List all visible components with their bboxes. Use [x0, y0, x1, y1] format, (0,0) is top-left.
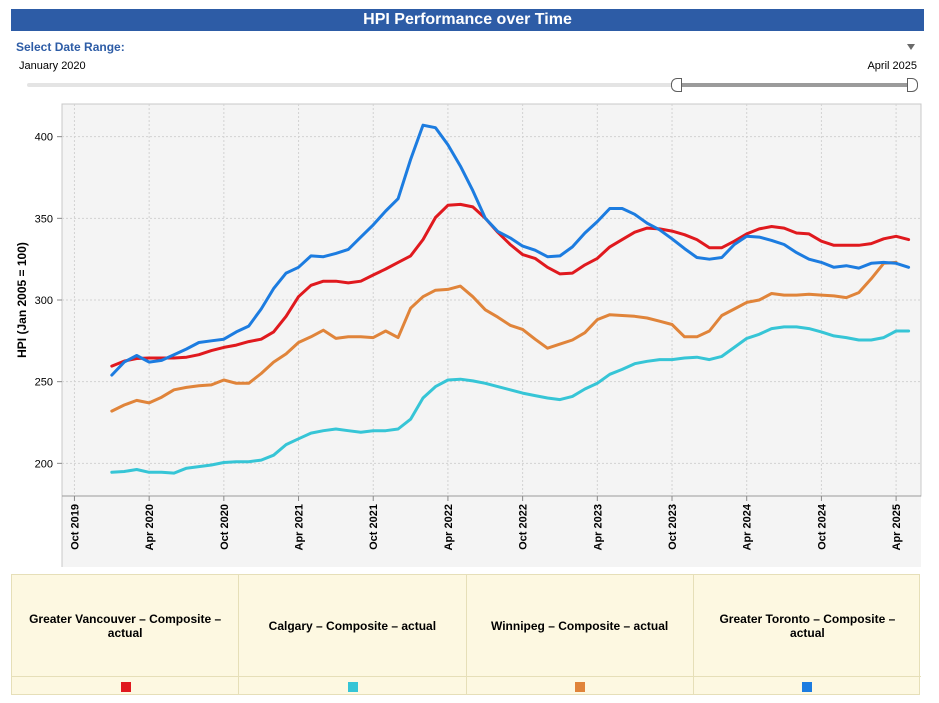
y-axis-title: HPI (Jan 2005 = 100) — [15, 242, 29, 358]
x-tick-label: Oct 2021 — [368, 504, 380, 550]
x-tick-label: Apr 2021 — [294, 504, 306, 550]
x-tick-label: Oct 2019 — [69, 504, 81, 550]
axes: 200 250 300 350 400 Oct 2019 Apr 2020 Oct 2020 A… — [35, 132, 921, 550]
legend-swatch[interactable] — [347, 682, 358, 692]
series-lines — [110, 123, 911, 475]
y-tick-label: 400 — [35, 132, 53, 144]
x-axis-area — [62, 496, 921, 567]
date-range-end-handle[interactable] — [907, 78, 918, 92]
date-range-slider-track[interactable] — [27, 83, 914, 87]
x-tick-label: Apr 2022 — [443, 504, 455, 550]
x-tick-label: Apr 2024 — [742, 503, 754, 550]
y-tick-label: 250 — [35, 377, 53, 389]
series-line-1 — [110, 325, 911, 475]
date-range-start-handle[interactable] — [671, 78, 682, 92]
legend-swatch[interactable] — [575, 682, 586, 692]
x-tick-label: Apr 2023 — [592, 504, 604, 550]
y-tick-label: 300 — [35, 295, 53, 307]
y-tick-label: 350 — [35, 213, 53, 225]
date-range-dropdown-icon[interactable] — [907, 44, 915, 50]
legend-swatch-cell — [239, 676, 467, 695]
date-range-end: April 2025 — [867, 60, 917, 72]
grid-lines — [62, 104, 921, 496]
legend-item-label: Calgary – Composite – actual — [239, 575, 467, 676]
date-range-slider-fill — [676, 83, 914, 87]
series-line-3 — [110, 123, 911, 377]
legend-swatch-cell — [12, 676, 240, 695]
legend-item-label: Greater Vancouver – Composite – actual — [12, 575, 240, 676]
y-tick-label: 200 — [35, 458, 53, 470]
legend-swatch[interactable] — [802, 682, 813, 692]
x-tick-label: Oct 2024 — [816, 503, 828, 550]
x-tick-label: Oct 2020 — [219, 504, 231, 550]
legend-swatch-cell — [466, 676, 694, 695]
legend-item-label: Greater Toronto – Composite – actual — [719, 611, 896, 640]
x-tick-label: Apr 2025 — [891, 504, 903, 550]
date-range-start: January 2020 — [19, 60, 86, 72]
x-tick-label: Oct 2023 — [667, 504, 679, 550]
hpi-line-chart: 200 250 300 350 400 Oct 2019 Apr 2020 Oct 2020 A… — [15, 103, 922, 567]
series-line-2 — [110, 260, 898, 413]
date-range-label: Select Date Range: — [16, 40, 125, 54]
x-tick-label: Apr 2020 — [144, 504, 156, 550]
x-tick-label: Oct 2022 — [518, 504, 530, 550]
legend-item-label: Winnipeg – Composite – actual — [467, 575, 694, 676]
series-line-0 — [110, 202, 911, 368]
page-title: HPI Performance over Time — [11, 9, 924, 31]
legend-swatch-cell — [693, 676, 921, 695]
legend: Greater Vancouver – Composite – actual Ca… — [11, 574, 921, 695]
legend-swatch[interactable] — [120, 682, 131, 692]
